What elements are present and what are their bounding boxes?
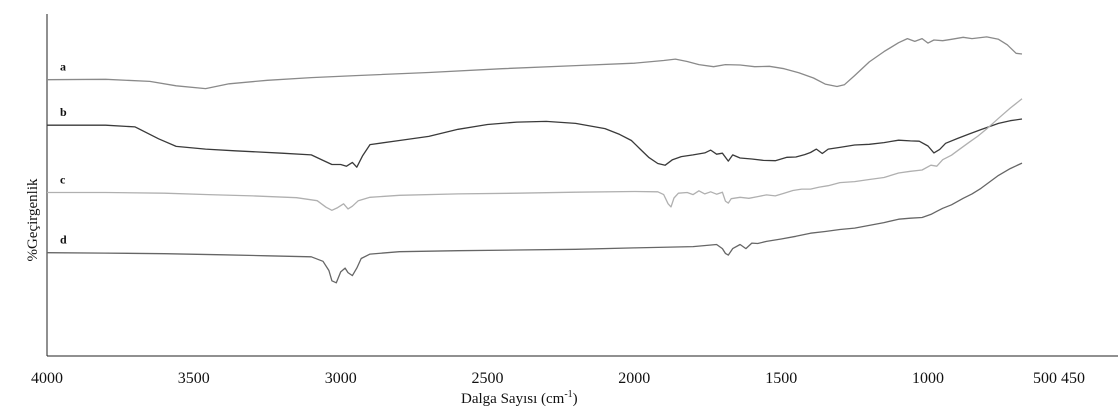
x-axis-label-main: Dalga Sayısı (cm [461, 391, 565, 407]
series-label-b: b [60, 105, 67, 119]
series-tag-layer: a b c d [60, 60, 67, 247]
series-label-d: d [60, 233, 67, 247]
x-tick-label: 1500 [765, 370, 797, 387]
x-end-label: 500 450 [1033, 370, 1085, 387]
series-label-c: c [60, 173, 66, 187]
x-axis-label-sup: -1 [564, 389, 572, 400]
series-label-a: a [60, 60, 66, 74]
x-axis-label: Dalga Sayısı (cm-1) [461, 389, 578, 407]
x-tick-label: 2500 [472, 370, 504, 387]
x-tick-labels: 4000 3500 3000 2500 2000 1500 1000 [31, 370, 944, 387]
y-axis-label: %Geçirgenlik [25, 178, 41, 262]
x-axis-label-close: ) [573, 391, 578, 407]
series-line-b [47, 118, 1023, 168]
x-tick-label: 1000 [912, 370, 944, 387]
x-tick-label: 3500 [178, 370, 210, 387]
x-tick-label: 2000 [618, 370, 650, 387]
x-tick-label: 3000 [325, 370, 357, 387]
series-line-c [47, 98, 1023, 211]
series-line-a [46, 36, 1023, 90]
series-line-d [46, 162, 1023, 284]
series-layer [46, 36, 1023, 284]
x-tick-label: 4000 [31, 370, 63, 387]
